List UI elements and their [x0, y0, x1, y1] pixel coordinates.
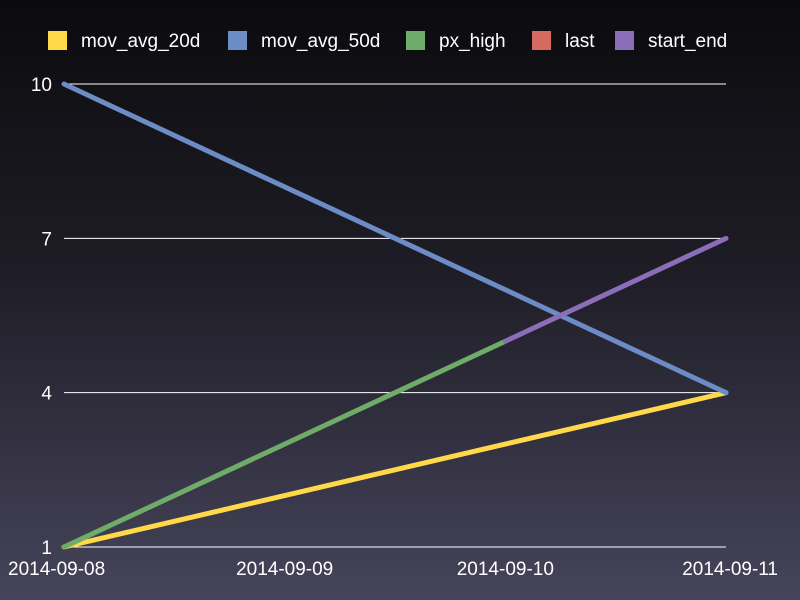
series-line-start-end: [502, 235, 729, 344]
y-tick-label: 1: [41, 538, 52, 559]
legend-swatch: [48, 31, 67, 50]
legend-item-mov-avg-50d: mov_avg_50d: [228, 31, 380, 52]
y-tick-label: 10: [31, 75, 52, 96]
legend-swatch: [615, 31, 634, 50]
y-axis-ticks: 1 4 7 10: [31, 75, 53, 559]
legend-label: mov_avg_50d: [261, 31, 380, 52]
chart-legend: mov_avg_20d mov_avg_50d px_high last start_e…: [48, 31, 727, 52]
x-tick-label: 2014-09-09: [236, 559, 333, 580]
legend-item-start-end: start_end: [615, 31, 727, 52]
y-tick-label: 4: [41, 384, 52, 405]
legend-label: px_high: [439, 31, 506, 52]
x-axis-ticks: 2014-09-08 2014-09-09 2014-09-10 2014-09-11: [8, 559, 778, 580]
legend-label: mov_avg_20d: [81, 31, 200, 52]
x-tick-label: 2014-09-11: [682, 559, 778, 580]
legend-swatch: [532, 31, 551, 50]
y-gridlines: [64, 83, 726, 548]
legend-label: start_end: [648, 31, 727, 52]
legend-label: last: [565, 31, 595, 52]
series-line-px-high: [61, 338, 508, 550]
legend-item-last: last: [532, 31, 595, 52]
x-tick-label: 2014-09-10: [457, 559, 554, 580]
legend-swatch: [228, 31, 247, 50]
series-line-mov-avg-20d: [61, 390, 729, 550]
x-tick-label: 2014-09-08: [8, 559, 105, 580]
y-tick-label: 7: [41, 229, 52, 250]
legend-item-mov-avg-20d: mov_avg_20d: [48, 31, 200, 52]
legend-swatch: [406, 31, 425, 50]
series-lines: [61, 81, 729, 550]
legend-item-px-high: px_high: [406, 31, 506, 52]
series-line-mov-avg-50d: [61, 81, 729, 396]
